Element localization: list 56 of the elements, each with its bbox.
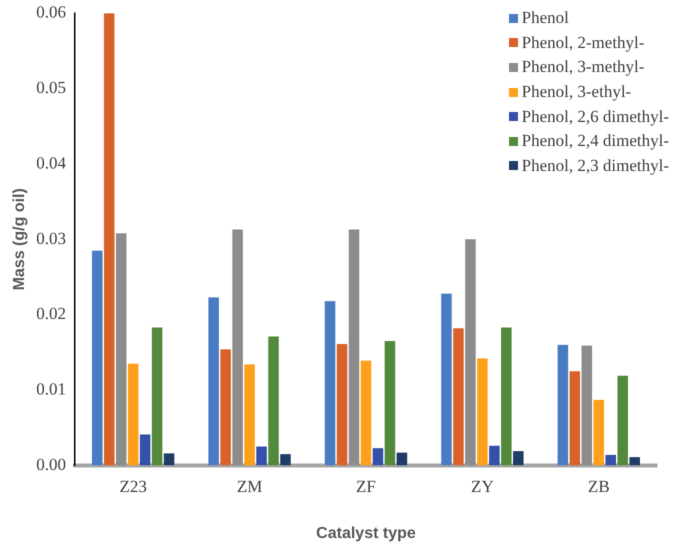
bar <box>164 453 174 466</box>
bar <box>268 336 279 466</box>
bar <box>453 328 464 466</box>
y-axis-title: Mass (g/g oil) <box>11 188 28 290</box>
bar <box>256 446 267 466</box>
bar <box>501 327 512 466</box>
y-tick-label: 0.02 <box>36 304 66 324</box>
bar <box>116 233 126 466</box>
bar <box>441 294 452 466</box>
y-tick-label: 0.00 <box>36 454 66 474</box>
x-tick-label: ZY <box>471 477 494 496</box>
bar <box>396 452 408 466</box>
bar <box>489 446 500 466</box>
bar <box>348 230 360 466</box>
bar <box>629 457 640 466</box>
x-tick-label: ZM <box>236 477 262 496</box>
bar <box>477 358 488 466</box>
bar <box>244 364 255 466</box>
bar <box>465 239 476 466</box>
bar <box>232 230 243 466</box>
bar <box>570 371 580 466</box>
bar <box>208 297 219 466</box>
bar <box>360 360 372 466</box>
bar <box>606 454 616 466</box>
bar <box>582 346 592 466</box>
y-tick-label: 0.01 <box>36 380 66 398</box>
bar <box>128 364 138 466</box>
bar <box>140 434 150 466</box>
bar <box>336 344 348 466</box>
y-tick-label: 0.05 <box>36 78 66 98</box>
x-tick-label: ZF <box>356 477 376 496</box>
bar <box>558 344 568 466</box>
legend-label: Phenol, 2-methyl- <box>520 32 646 54</box>
legend-label: Phenol <box>520 7 570 30</box>
bar <box>384 341 396 466</box>
x-axis-title: Catalyst type <box>316 524 416 542</box>
bar <box>513 451 524 466</box>
legend-label: Phenol, 2,4 dimethyl- <box>520 130 669 152</box>
y-tick-label: 0.03 <box>36 228 66 248</box>
bar <box>324 301 336 466</box>
bar <box>104 13 114 466</box>
x-tick-label: ZB <box>588 477 610 496</box>
legend-label: Phenol, 2,3 dimethyl- <box>520 154 669 177</box>
bar <box>92 250 103 466</box>
bar <box>280 454 291 466</box>
legend-label: Phenol, 2,6 dimethyl- <box>520 106 669 128</box>
bar <box>152 327 162 466</box>
bar <box>594 400 604 466</box>
legend-label: Phenol, 3-ethyl- <box>520 81 632 104</box>
legend-label: Phenol, 3-methyl- <box>520 56 646 78</box>
x-tick-label: Z23 <box>119 477 147 496</box>
bar <box>617 376 628 466</box>
bar <box>372 448 384 466</box>
y-tick-label: 0.04 <box>36 153 66 172</box>
bar <box>220 349 231 466</box>
y-tick-label: 0.06 <box>36 2 66 22</box>
